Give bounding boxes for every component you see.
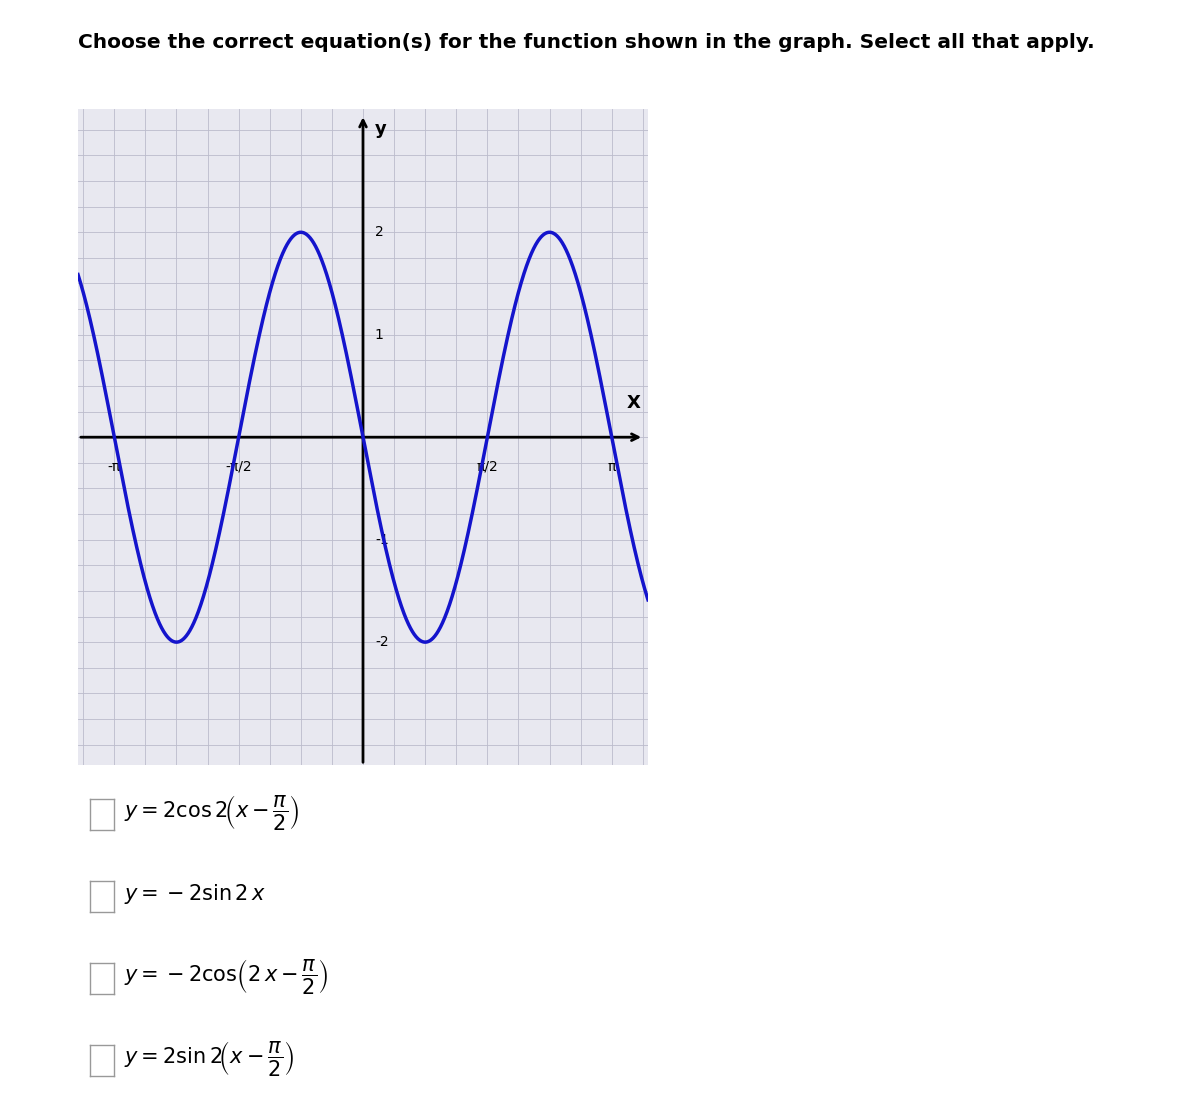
Text: $y= -2\sin2\, x$: $y= -2\sin2\, x$ — [124, 882, 265, 906]
Text: Choose the correct equation(s) for the function shown in the graph. Select all t: Choose the correct equation(s) for the f… — [78, 33, 1094, 51]
Text: -π: -π — [108, 460, 121, 473]
Text: $y= 2\cos2\!\left( x - \dfrac{\pi}{2}\right)$: $y= 2\cos2\!\left( x - \dfrac{\pi}{2}\ri… — [124, 792, 299, 832]
Text: y: y — [374, 119, 386, 138]
Text: -2: -2 — [374, 635, 389, 649]
Text: π/2: π/2 — [476, 460, 498, 473]
Text: 2: 2 — [374, 225, 384, 239]
Text: 1: 1 — [374, 328, 384, 342]
Text: X: X — [626, 393, 640, 412]
Text: π: π — [607, 460, 616, 473]
Text: $y= -2\cos\!\left(2\, x - \dfrac{\pi}{2}\right)$: $y= -2\cos\!\left(2\, x - \dfrac{\pi}{2}… — [124, 956, 329, 996]
Text: -1: -1 — [374, 532, 389, 546]
Text: $y= 2\sin2\!\left( x - \dfrac{\pi}{2}\right)$: $y= 2\sin2\!\left( x - \dfrac{\pi}{2}\ri… — [124, 1038, 294, 1078]
Text: -π/2: -π/2 — [226, 460, 252, 473]
